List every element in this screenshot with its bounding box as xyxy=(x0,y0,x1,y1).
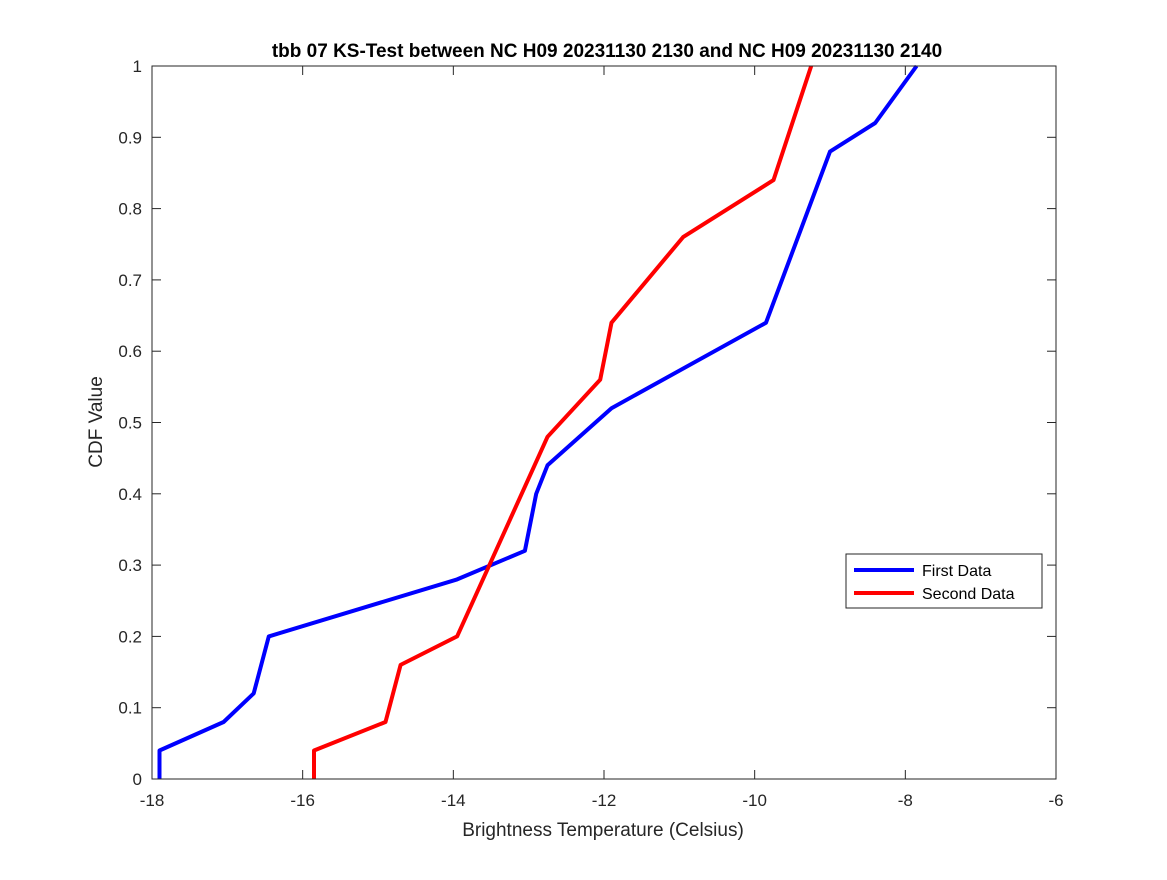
y-tick-label: 0 xyxy=(133,770,142,789)
y-tick-label: 0.4 xyxy=(118,485,142,504)
plot-area-border xyxy=(151,65,1057,780)
legend-label-1: First Data xyxy=(922,563,991,580)
x-tick-label: -6 xyxy=(1048,791,1063,810)
x-tick-label: -10 xyxy=(742,791,767,810)
y-tick-label: 0.6 xyxy=(118,342,142,361)
y-axis-title: CDF Value xyxy=(86,376,107,468)
y-tick-label: 1 xyxy=(133,57,142,76)
y-tick-label: 0.3 xyxy=(118,556,142,575)
legend-box xyxy=(845,553,1043,609)
y-tick-label: 0.1 xyxy=(118,699,142,718)
x-axis-title: Brightness Temperature (Celsius) xyxy=(462,820,744,841)
y-tick-label: 0.2 xyxy=(118,627,142,646)
x-tick-label: -16 xyxy=(290,791,315,810)
x-tick-label: -8 xyxy=(898,791,913,810)
x-tick-label: -12 xyxy=(592,791,617,810)
legend: First Data Second Data xyxy=(845,553,1043,609)
x-axis-ticks: -18 -16 -14 -12 -10 -8 -6 xyxy=(140,66,1064,810)
y-tick-label: 0.8 xyxy=(118,200,142,219)
y-tick-label: 0.9 xyxy=(118,128,142,147)
y-tick-label: 0.7 xyxy=(118,271,142,290)
plot-lines xyxy=(157,64,919,779)
chart-title: tbb 07 KS-Test between NC H09 20231130 2… xyxy=(272,41,942,62)
x-tick-label: -18 xyxy=(140,791,165,810)
legend-label-2: Second Data xyxy=(922,586,1015,603)
x-tick-label: -14 xyxy=(441,791,466,810)
axes-box xyxy=(151,65,1057,780)
series-line-2 xyxy=(312,65,814,779)
y-tick-label: 0.5 xyxy=(118,414,142,433)
series-line-1 xyxy=(157,64,919,779)
y-axis-ticks: 0 0.1 0.2 0.3 0.4 0.5 0.6 0.7 0.8 0.9 1 xyxy=(118,57,1056,789)
